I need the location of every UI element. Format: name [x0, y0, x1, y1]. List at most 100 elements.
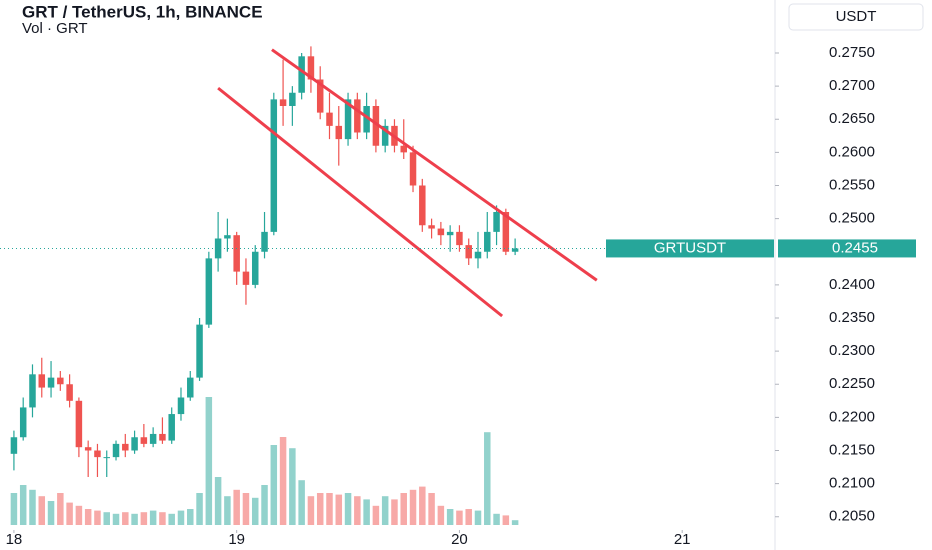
volume-bar: [187, 509, 194, 525]
volume-bar: [47, 501, 55, 525]
candle-body: [270, 99, 278, 232]
volume-bar: [122, 512, 129, 525]
y-tick-label: 0.2150: [829, 441, 875, 458]
volume-bar: [140, 512, 148, 525]
candle-body: [502, 212, 510, 252]
volume-bar: [344, 493, 352, 525]
y-tick-label: 0.2050: [829, 508, 875, 525]
chart-title: GRT / TetherUS, 1h, BINANCE: [22, 2, 263, 21]
currency-button[interactable]: [788, 3, 924, 31]
candle-body: [38, 374, 46, 388]
y-tick-label: 0.2550: [829, 176, 875, 193]
volume-bar: [437, 505, 445, 525]
candle-body: [112, 443, 120, 458]
volume-bar: [400, 493, 407, 525]
volume-bar: [149, 510, 157, 525]
candle-body: [196, 324, 203, 378]
y-tick-label: 0.2300: [829, 342, 875, 359]
candle-body: [168, 414, 175, 441]
candle-body: [400, 145, 407, 153]
x-tick-label: 21: [674, 531, 691, 548]
candle-body: [131, 437, 138, 451]
y-tick-label: 0.2650: [829, 110, 875, 127]
candle-body: [335, 125, 343, 140]
x-tick-label: 19: [228, 531, 245, 548]
candle-body: [149, 433, 157, 444]
volume-bar: [446, 509, 454, 525]
volume-bar: [38, 496, 46, 525]
volume-bar: [224, 496, 231, 525]
candle-body: [233, 235, 240, 272]
candle-body: [279, 99, 287, 106]
volume-bar: [112, 513, 120, 525]
volume-bar: [335, 494, 343, 525]
volume-bar: [10, 493, 18, 525]
volume-bar: [428, 493, 435, 525]
candle-body: [19, 407, 27, 438]
candle-body: [344, 99, 352, 140]
candle-body: [251, 251, 259, 285]
candle-body: [10, 437, 18, 454]
symbol-badge: [606, 239, 774, 258]
volume-bar: [242, 493, 250, 525]
candle-body: [419, 185, 426, 226]
candle-body: [307, 56, 315, 80]
y-tick-label: 0.2600: [829, 143, 875, 160]
candle-body: [103, 457, 110, 459]
volume-bar: [75, 505, 83, 525]
candle-body: [484, 231, 491, 252]
volume-bar: [419, 486, 426, 525]
volume-bar: [354, 496, 361, 525]
candle-body: [47, 377, 55, 388]
volume-bar: [289, 448, 296, 525]
candle-body: [224, 235, 231, 239]
volume-bar: [66, 502, 73, 525]
volume-bar: [465, 509, 472, 525]
candle-body: [122, 443, 129, 451]
candle-body: [437, 228, 445, 236]
volume-bar: [233, 489, 240, 525]
volume-bar: [84, 509, 92, 525]
volume-bar: [261, 485, 268, 525]
candle-body: [289, 92, 296, 106]
candle-body: [94, 450, 101, 458]
chart-subtitle: Vol · GRT: [22, 20, 88, 37]
candle-body: [177, 397, 185, 415]
y-tick-label: 0.2750: [829, 44, 875, 61]
candle-body: [511, 248, 519, 252]
candle-body: [372, 106, 380, 146]
y-tick-label: 0.2100: [829, 475, 875, 492]
candle-body: [465, 245, 472, 259]
volume-bar: [205, 397, 213, 525]
candle-body: [354, 99, 361, 133]
candle-body: [187, 377, 194, 398]
volume-bar: [456, 510, 463, 525]
candle-body: [316, 79, 324, 113]
candle-body: [242, 271, 250, 285]
volume-bar: [29, 489, 36, 525]
volume-bar: [177, 510, 185, 525]
volume-bar: [493, 513, 500, 525]
channel-line: [217, 86, 504, 318]
currency[interactable]: USDT: [836, 8, 877, 25]
volume-bar: [484, 432, 491, 525]
volume-bar: [381, 496, 389, 525]
candle-body: [159, 433, 166, 441]
y-tick-label: 0.2700: [829, 77, 875, 94]
volume-bar: [502, 515, 510, 525]
x-tick-label: 18: [6, 531, 23, 548]
x-tick-label: 20: [451, 531, 468, 548]
volume-bar: [391, 499, 398, 525]
volume-bar: [270, 445, 278, 525]
candle-body: [493, 212, 500, 232]
volume-bar: [251, 497, 259, 525]
candle-body: [409, 152, 417, 186]
y-tick-label: 0.2350: [829, 309, 875, 326]
volume-bar: [131, 513, 138, 525]
volume-bar: [168, 513, 175, 525]
volume-bar: [409, 489, 417, 525]
y-tick-label: 0.2250: [829, 375, 875, 392]
candle-body: [57, 377, 64, 385]
candle-body: [363, 106, 370, 133]
volume-bar: [307, 496, 315, 525]
